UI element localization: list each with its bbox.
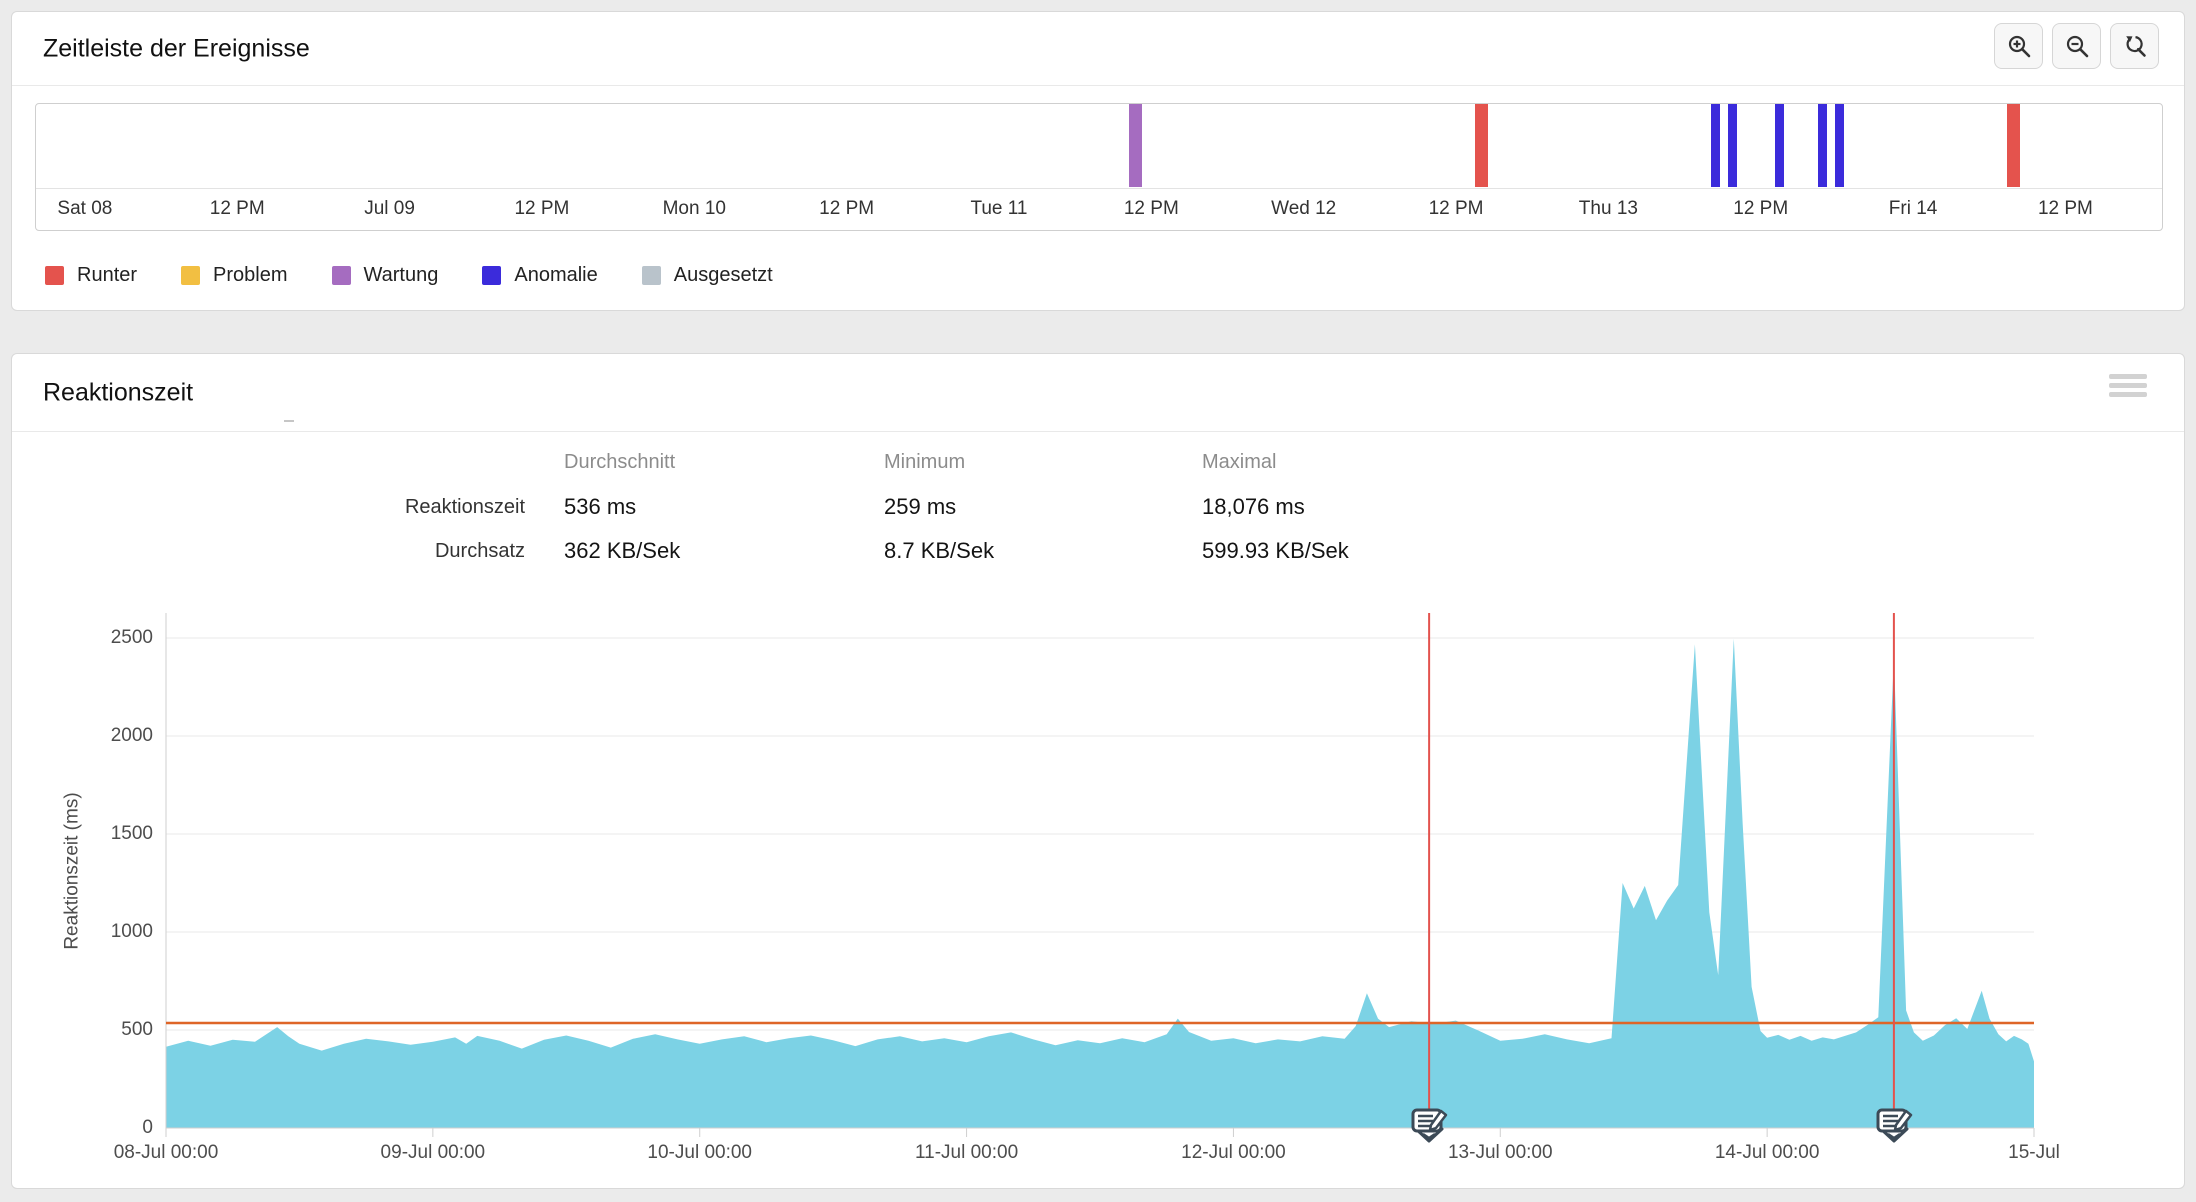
y-axis-tick-label: 1500	[110, 823, 153, 844]
events-timeline-panel: Zeitleiste der Ereignisse	[11, 11, 2185, 311]
legend-swatch-icon	[641, 266, 661, 285]
zoom-reset-button[interactable]	[2110, 23, 2159, 69]
y-axis-tick-label: 0	[142, 1117, 153, 1138]
legend-label: Ausgesetzt	[673, 264, 773, 286]
zoom-out-button[interactable]	[2052, 23, 2101, 69]
stats-value: 362 KB/Sek	[564, 538, 681, 563]
legend-swatch-icon	[331, 266, 351, 285]
timeline-axis-label: 12 PM	[1123, 198, 1179, 219]
legend-item-ausgesetzt[interactable]: Ausgesetzt	[641, 264, 773, 287]
zoom-in-button[interactable]	[1994, 23, 2043, 69]
subtitle-dash	[284, 420, 294, 422]
y-axis-tick-label: 500	[121, 1019, 153, 1040]
x-axis-tick-label: 14-Jul 00:00	[1714, 1142, 1820, 1163]
stats-value: 536 ms	[564, 494, 637, 519]
legend-label: Wartung	[363, 264, 439, 286]
x-axis-tick-label: 11-Jul 00:00	[914, 1142, 1019, 1163]
timeline-axis-label: Mon 10	[662, 198, 726, 219]
x-axis-tick-label: 15-Jul	[2008, 1142, 2060, 1163]
hamburger-menu-icon[interactable]	[2109, 370, 2147, 401]
x-axis-tick-label: 13-Jul 00:00	[1447, 1142, 1553, 1163]
timeline-axis-label: Wed 12	[1271, 198, 1337, 219]
annotation-note-icon[interactable]	[1409, 1104, 1449, 1152]
stats-column-header: Minimum	[884, 451, 966, 473]
stats-value: 259 ms	[884, 494, 957, 519]
magnifier-plus-icon	[2006, 33, 2032, 59]
magnifier-minus-icon	[2064, 33, 2090, 59]
y-axis-tick-label: 2500	[110, 627, 153, 648]
legend-swatch-icon	[45, 266, 64, 285]
timeline-legend: Runter Problem Wartung Anomalie Ausgesetzt	[45, 264, 773, 287]
response-time-panel: Reaktionszeit Reaktionszeit (ms) 0 500 100…	[11, 353, 2185, 1189]
stats-column-header: Maximal	[1202, 451, 1277, 473]
x-axis-tick-label: 10-Jul 00:00	[647, 1142, 752, 1163]
stats-column-header: Durchschnitt	[564, 451, 676, 473]
legend-label: Problem	[213, 264, 288, 286]
timeline-events-track	[36, 104, 2162, 189]
stats-row-label: Reaktionszeit	[404, 496, 525, 518]
legend-label: Anomalie	[514, 264, 598, 286]
legend-item-runter[interactable]: Runter	[45, 264, 137, 287]
timeline-axis-label: 12 PM	[209, 198, 265, 219]
timeline-header: Zeitleiste der Ereignisse	[12, 12, 2184, 86]
y-axis-tick-label: 2000	[110, 725, 153, 746]
y-axis-title: Reaktionszeit (ms)	[62, 791, 84, 950]
stats-value: 599.93 KB/Sek	[1202, 538, 1349, 563]
x-axis-tick-label: 12-Jul 00:00	[1181, 1142, 1286, 1163]
timeline-axis-label: 12 PM	[2037, 198, 2093, 219]
legend-item-wartung[interactable]: Wartung	[331, 264, 439, 287]
stats-value: 18,076 ms	[1202, 494, 1305, 519]
stats-value: 8.7 KB/Sek	[884, 538, 995, 563]
timeline-event-anomalie[interactable]	[1711, 104, 1721, 187]
event-timeline-strip[interactable]: Sat 08 12 PM Jul 09 12 PM Mon 10 12 PM Tue 11 1…	[35, 103, 2163, 231]
timeline-axis-label: 12 PM	[514, 198, 570, 219]
timeline-axis-label: Thu 13	[1578, 198, 1638, 219]
timeline-event-wartung[interactable]	[1128, 104, 1142, 187]
area-chart-canvas	[165, 613, 2035, 1137]
response-header: Reaktionszeit	[12, 354, 2184, 432]
timeline-axis: Sat 08 12 PM Jul 09 12 PM Mon 10 12 PM Tue 11 1…	[36, 188, 2162, 230]
timeline-event-anomalie[interactable]	[1817, 104, 1827, 187]
timeline-axis-label: 12 PM	[1733, 198, 1789, 219]
timeline-axis-label: 12 PM	[1428, 198, 1484, 219]
timeline-title: Zeitleiste der Ereignisse	[43, 34, 310, 62]
x-axis-tick-label: 08-Jul 00:00	[113, 1142, 219, 1163]
timeline-axis-label: 12 PM	[819, 198, 875, 219]
legend-item-anomalie[interactable]: Anomalie	[482, 264, 598, 287]
stats-row-label: Durchsatz	[434, 540, 525, 562]
x-axis-tick-label: 09-Jul 00:00	[380, 1142, 486, 1163]
legend-swatch-icon	[181, 266, 201, 285]
timeline-axis-label: Sat 08	[57, 198, 113, 219]
y-axis-tick-label: 1000	[110, 921, 153, 942]
legend-item-problem[interactable]: Problem	[181, 264, 288, 287]
timeline-event-anomalie[interactable]	[1834, 104, 1844, 187]
timeline-event-anomalie[interactable]	[1728, 104, 1738, 187]
timeline-event-runter[interactable]	[2006, 104, 2020, 187]
response-time-area-series[interactable]	[166, 638, 2034, 1128]
timeline-axis-label: Fri 14	[1888, 198, 1938, 219]
response-time-chart[interactable]: 0 500 1000 1500 2000 2500 08-Jul 00:00 09-Jul 0…	[111, 613, 2060, 1163]
timeline-event-runter[interactable]	[1475, 104, 1489, 187]
timeline-event-anomalie[interactable]	[1775, 104, 1785, 187]
timeline-axis-label: Jul 09	[364, 198, 415, 219]
magnifier-reset-icon	[2122, 33, 2148, 59]
annotation-note-icon[interactable]	[1874, 1104, 1914, 1152]
legend-swatch-icon	[482, 266, 502, 285]
legend-label: Runter	[77, 264, 138, 286]
timeline-axis-label: Tue 11	[970, 198, 1028, 219]
timeline-toolbar	[1994, 23, 2159, 69]
response-title: Reaktionszeit	[43, 378, 194, 406]
